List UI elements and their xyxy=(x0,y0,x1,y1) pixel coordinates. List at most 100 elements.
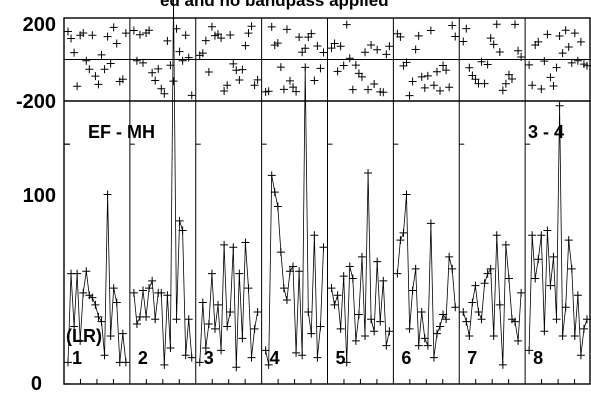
amplitude-point xyxy=(282,296,291,305)
amplitude-point xyxy=(333,291,342,300)
amplitude-point xyxy=(382,341,391,350)
amplitude-point xyxy=(405,324,414,333)
amplitude-point xyxy=(414,341,423,350)
phase-point xyxy=(187,91,196,100)
amplitude-point xyxy=(459,308,468,317)
amplitude-point xyxy=(439,310,448,319)
amplitude-point xyxy=(238,334,247,343)
amplitude-point xyxy=(214,300,223,309)
phase-point xyxy=(517,53,526,62)
amplitude-point xyxy=(361,332,370,341)
amplitude-point xyxy=(235,269,244,278)
amplitude-point xyxy=(198,298,207,307)
phase-point xyxy=(402,58,411,67)
phase-point xyxy=(201,36,210,45)
amplitude-point xyxy=(393,269,402,278)
amplitude-point xyxy=(442,315,451,324)
phase-point xyxy=(385,42,394,51)
amplitude-point xyxy=(298,351,307,360)
amplitude-point xyxy=(567,264,576,273)
amplitude-point xyxy=(504,274,513,283)
amplitude-point xyxy=(226,308,235,317)
amplitude-point xyxy=(373,257,382,266)
amplitude-point xyxy=(402,190,411,199)
phase-point xyxy=(564,43,573,52)
phase-point xyxy=(345,54,354,63)
phase-point xyxy=(241,41,250,50)
amplitude-series-line xyxy=(133,0,193,365)
amplitude-point xyxy=(576,351,585,360)
phase-point xyxy=(109,23,118,32)
phase-point xyxy=(528,81,537,90)
amplitude-point xyxy=(76,336,85,345)
amplitude-point xyxy=(546,281,555,290)
amplitude-point xyxy=(564,236,573,245)
phase-point xyxy=(64,27,72,36)
phase-point xyxy=(267,22,276,31)
if-range-label: 3 - 4 xyxy=(528,122,564,142)
amplitude-point xyxy=(270,188,279,197)
amplitude-point xyxy=(97,317,106,326)
phase-point xyxy=(558,49,567,58)
phase-point xyxy=(432,67,441,76)
phase-point xyxy=(316,64,325,73)
phase-point xyxy=(511,20,520,29)
phase-point xyxy=(483,60,492,69)
amplitude-point xyxy=(118,329,127,338)
phase-point xyxy=(145,26,154,35)
amplitude-point xyxy=(79,288,88,297)
amplitude-point xyxy=(408,286,417,295)
phase-point xyxy=(429,81,438,90)
amplitude-point xyxy=(88,293,97,302)
phase-point xyxy=(307,29,316,38)
amplitude-point xyxy=(480,279,489,288)
phase-point xyxy=(361,48,370,57)
phase-point xyxy=(148,68,157,77)
amplitude-point xyxy=(100,351,109,360)
phase-point xyxy=(561,26,570,35)
phase-point xyxy=(178,56,187,65)
amplitude-point xyxy=(195,358,204,367)
amplitude-point xyxy=(166,344,175,353)
amplitude-point xyxy=(399,228,408,237)
amplitude-point xyxy=(511,317,520,326)
phase-point xyxy=(250,81,259,90)
phase-point xyxy=(546,73,555,82)
panel-number-label: 4 xyxy=(270,348,280,368)
phase-point xyxy=(576,37,585,46)
phase-point xyxy=(181,31,190,40)
amplitude-point xyxy=(129,288,138,297)
phase-point xyxy=(501,79,510,88)
amplitude-point xyxy=(468,298,477,307)
amplitude-point xyxy=(426,219,435,228)
phase-point xyxy=(448,21,457,30)
phase-point xyxy=(426,26,435,35)
phase-point xyxy=(151,76,160,85)
phase-point xyxy=(549,82,558,91)
amplitude-point xyxy=(210,324,219,333)
phase-point xyxy=(244,29,253,38)
amplitude-series-line xyxy=(462,235,522,365)
phase-point xyxy=(238,65,247,74)
phase-point xyxy=(198,49,207,58)
phase-point xyxy=(160,89,169,98)
amplitude-point xyxy=(411,264,420,273)
phase-point xyxy=(439,61,448,70)
amplitude-point xyxy=(181,351,190,360)
phase-point xyxy=(396,32,405,41)
phase-point xyxy=(273,39,282,48)
amplitude-point xyxy=(261,346,270,355)
phase-point xyxy=(118,75,127,84)
amplitude-point xyxy=(109,284,118,293)
baseline-label: EF - MH xyxy=(88,122,155,142)
phase-point xyxy=(157,84,166,93)
amplitude-point xyxy=(514,336,523,345)
amplitude-point xyxy=(528,231,537,240)
amplitude-point xyxy=(285,267,294,276)
amplitude-series-line xyxy=(331,172,390,363)
amplitude-point xyxy=(151,315,160,324)
phase-point xyxy=(411,45,420,54)
amplitude-point xyxy=(336,324,345,333)
phase-point xyxy=(235,76,244,85)
amplitude-point xyxy=(267,171,276,180)
